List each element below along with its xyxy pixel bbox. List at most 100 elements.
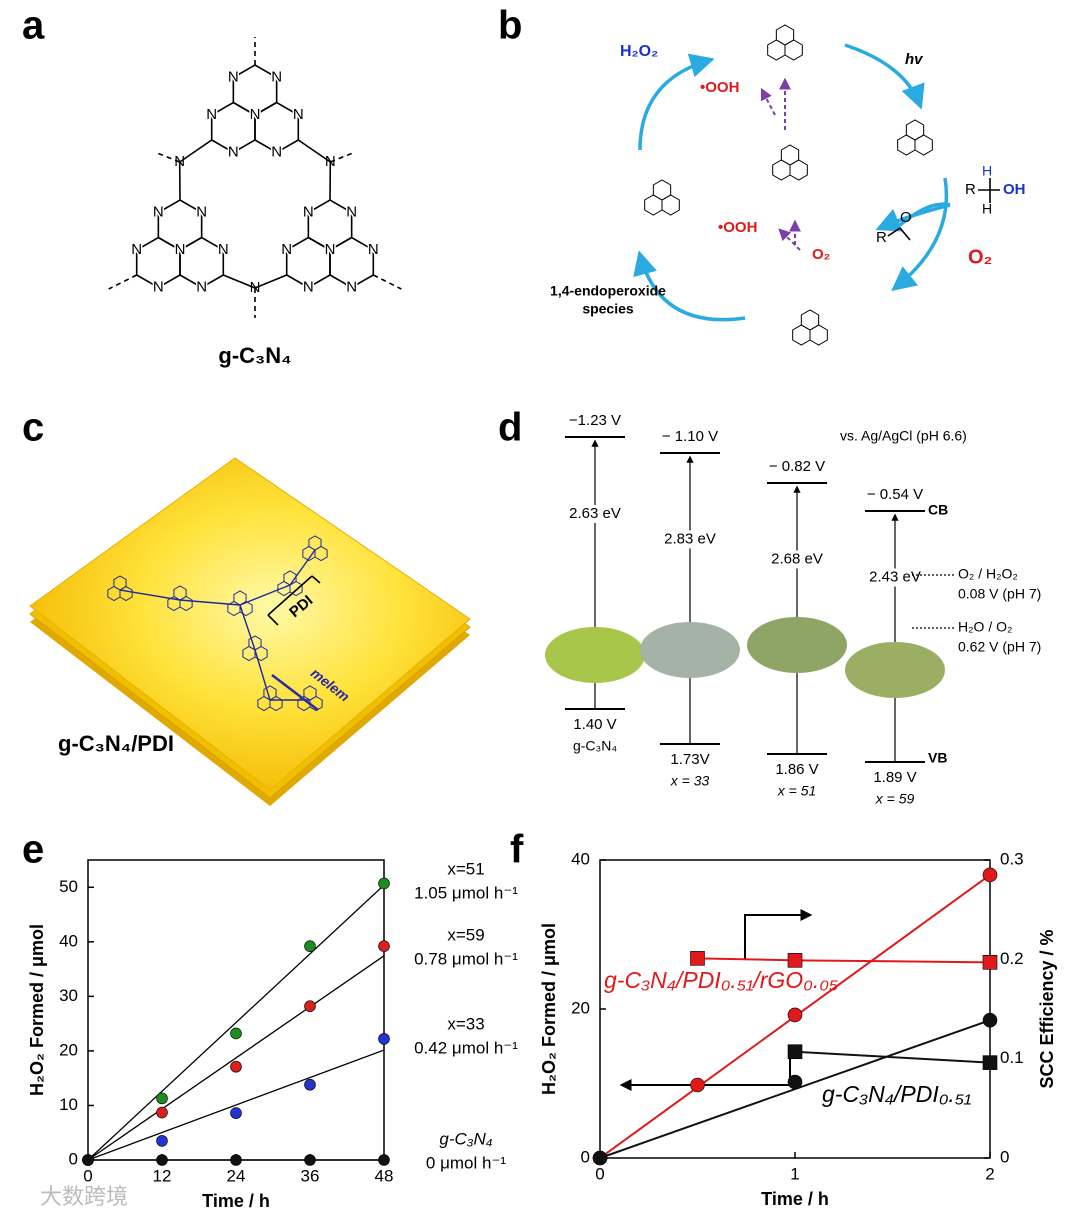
label: O₂ bbox=[812, 246, 830, 263]
series-line bbox=[697, 957, 991, 964]
series-name: g-C₃N₄ bbox=[439, 1129, 492, 1148]
label: O₂ bbox=[968, 246, 992, 268]
series-name: x=59 bbox=[447, 925, 484, 944]
vb-potential: 1.89 V bbox=[873, 769, 916, 786]
point bbox=[304, 1078, 316, 1091]
y-tick-label: 20 bbox=[571, 998, 590, 1017]
bond bbox=[119, 589, 181, 601]
redox-potential: 0.08 V (pH 7) bbox=[958, 586, 1041, 602]
bond bbox=[108, 274, 138, 290]
label-bg bbox=[658, 530, 722, 549]
x-axis-label: Time / h bbox=[761, 1189, 829, 1209]
cb-potential: − 1.10 V bbox=[662, 428, 718, 445]
point bbox=[378, 1033, 390, 1045]
point bbox=[787, 1074, 803, 1090]
bond bbox=[887, 227, 901, 237]
caption: g-C₃N₄ bbox=[218, 343, 291, 368]
y-axis-label: H₂O₂ Formed / μmol bbox=[539, 923, 559, 1095]
band-gap: 2.43 eV bbox=[869, 568, 921, 585]
point bbox=[304, 940, 316, 952]
rate-label: 0 μmol h⁻¹ bbox=[426, 1153, 507, 1172]
point bbox=[982, 1055, 998, 1070]
x-tick-label: 0 bbox=[83, 1166, 92, 1185]
label: R bbox=[965, 181, 976, 198]
x-tick-label: 0 bbox=[595, 1164, 604, 1183]
redox-potential: 0.62 V (pH 7) bbox=[958, 639, 1041, 655]
point bbox=[592, 1150, 608, 1166]
y-tick-label: 40 bbox=[59, 931, 78, 950]
label: O bbox=[900, 209, 912, 226]
fit-line bbox=[87, 955, 385, 1161]
band-gap: 2.68 eV bbox=[771, 550, 823, 567]
label: •OOH bbox=[700, 79, 739, 96]
series-annotation: g-C₃N₄/PDI₀.₅₁ bbox=[822, 1081, 971, 1107]
point bbox=[378, 877, 390, 890]
cb-potential: − 0.54 V bbox=[867, 486, 923, 503]
atom-label: N bbox=[281, 241, 292, 258]
atom-label: N bbox=[325, 153, 336, 170]
y-tick-label: 20 bbox=[59, 1040, 78, 1059]
label: species bbox=[582, 301, 634, 317]
rate-label: 0.42 μmol h⁻¹ bbox=[414, 1038, 518, 1057]
point bbox=[982, 1012, 998, 1028]
ring bbox=[263, 685, 277, 701]
ring bbox=[792, 324, 811, 346]
x-axis-label: Time / h bbox=[202, 1191, 270, 1211]
point bbox=[304, 1000, 316, 1012]
ring bbox=[772, 159, 791, 181]
label-bg bbox=[863, 568, 927, 587]
y-tick-label: 0 bbox=[69, 1149, 78, 1168]
atom-label: N bbox=[271, 143, 282, 160]
point bbox=[787, 1044, 803, 1060]
powder bbox=[640, 622, 740, 678]
atom-label: N bbox=[368, 241, 379, 258]
y2-tick-label: 0 bbox=[1000, 1147, 1009, 1166]
sample-name: x = 59 bbox=[875, 791, 915, 807]
fit-line bbox=[87, 884, 385, 1161]
label-bg bbox=[563, 505, 627, 523]
atom-label: N bbox=[196, 278, 207, 295]
ring bbox=[661, 194, 680, 216]
bond bbox=[372, 274, 402, 290]
point bbox=[787, 1007, 803, 1023]
atom-label: N bbox=[153, 203, 164, 220]
powder bbox=[545, 627, 645, 683]
label: H bbox=[982, 163, 992, 179]
point bbox=[304, 1154, 316, 1166]
bond bbox=[254, 274, 288, 289]
cb-potential: −1.23 V bbox=[569, 412, 621, 429]
point bbox=[156, 1135, 168, 1147]
atom-label: N bbox=[346, 203, 357, 220]
axis-arrows bbox=[619, 909, 813, 1091]
ring bbox=[644, 194, 663, 216]
powder bbox=[747, 617, 847, 673]
y-tick-label: 50 bbox=[59, 877, 78, 896]
redox-couple: H₂O / O₂ bbox=[958, 619, 1012, 635]
point bbox=[156, 1106, 168, 1119]
y-tick-label: 0 bbox=[581, 1147, 590, 1166]
bond bbox=[239, 584, 291, 606]
label: R bbox=[876, 229, 887, 246]
bond bbox=[289, 549, 316, 586]
redox-couple: O₂ / H₂O₂ bbox=[958, 566, 1018, 582]
rate-label: 1.05 μmol h⁻¹ bbox=[414, 883, 518, 902]
y-axis-label: H₂O₂ Formed / μmol bbox=[27, 924, 47, 1096]
y-tick-label: 30 bbox=[59, 986, 78, 1005]
panel-label: d bbox=[498, 406, 522, 450]
atom-label: N bbox=[206, 106, 217, 123]
x-tick-label: 24 bbox=[227, 1166, 246, 1185]
label: 1,4-endoperoxide bbox=[550, 283, 666, 299]
label: H bbox=[982, 201, 992, 217]
atom-label: N bbox=[250, 106, 261, 123]
panel-label: b bbox=[498, 4, 522, 48]
bond bbox=[222, 274, 256, 289]
bond bbox=[271, 674, 319, 711]
series-line bbox=[794, 1050, 991, 1064]
label: H₂O₂ bbox=[620, 43, 658, 60]
point bbox=[230, 1154, 242, 1166]
vb-potential: 1.86 V bbox=[775, 761, 818, 778]
x-tick-label: 36 bbox=[301, 1166, 320, 1185]
y2-tick-label: 0.2 bbox=[1000, 949, 1024, 968]
panel-label: e bbox=[22, 828, 44, 872]
